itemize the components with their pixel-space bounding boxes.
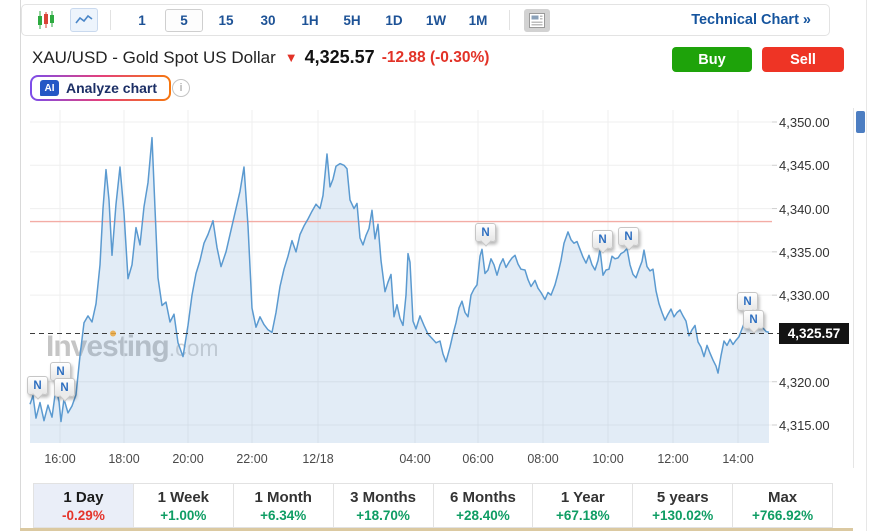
technical-chart-link[interactable]: Technical Chart » — [691, 12, 811, 28]
chart-toolbar: 1 5 15 30 1H 5H 1D 1W 1M Technical Chart » — [21, 4, 830, 36]
news-marker[interactable]: N — [618, 227, 639, 246]
investing-watermark: Investing.com — [46, 330, 219, 364]
y-axis-divider — [853, 108, 854, 468]
tab-label: Max — [767, 488, 798, 506]
x-axis-label: 14:00 — [722, 452, 754, 466]
tab-3-months[interactable]: 3 Months +18.70% — [333, 484, 434, 527]
tab-percent: +67.18% — [555, 507, 610, 523]
buy-button[interactable]: Buy — [672, 47, 752, 72]
line-chart-icon[interactable] — [70, 8, 98, 32]
timeframe-1d[interactable]: 1D — [385, 12, 403, 28]
news-layout-icon[interactable] — [524, 8, 550, 32]
tab-max[interactable]: Max +766.92% — [733, 484, 832, 527]
tab-percent: +18.70% — [356, 507, 410, 523]
widget-right-border — [866, 0, 867, 531]
tab-label: 5 years — [656, 488, 709, 506]
y-axis-label: 4,330.00 — [779, 288, 830, 304]
tab-percent: +1.00% — [160, 507, 207, 523]
tab-percent: +6.34% — [260, 507, 307, 523]
timeframe-1w[interactable]: 1W — [425, 12, 447, 28]
watermark-brand: Investing — [46, 330, 170, 363]
y-axis-label: 4,340.00 — [779, 201, 830, 217]
timeframe-15[interactable]: 15 — [218, 12, 234, 28]
tab-1-day[interactable]: 1 Day -0.29% — [34, 484, 134, 527]
tab-1-month[interactable]: 1 Month +6.34% — [233, 484, 334, 527]
price-change: -12.88 (-0.30%) — [381, 48, 490, 66]
timeframe-30[interactable]: 30 — [260, 12, 276, 28]
timeframe-5[interactable]: 5 — [165, 8, 203, 32]
news-marker[interactable]: N — [743, 310, 764, 329]
y-axis-label: 4,320.00 — [779, 374, 830, 390]
sell-button[interactable]: Sell — [762, 47, 844, 72]
x-axis-label: 12:00 — [657, 452, 689, 466]
timeframe-group: 1 5 15 30 1H 5H 1D 1W 1M — [123, 8, 497, 32]
x-axis-label: 22:00 — [236, 452, 268, 466]
x-axis-label: 16:00 — [44, 452, 76, 466]
instrument-header: XAU/USD - Gold Spot US Dollar ▼ 4,325.57… — [32, 47, 489, 68]
news-marker[interactable]: N — [54, 378, 75, 397]
bottom-accent-line — [20, 528, 853, 531]
tab-label: 1 Week — [157, 488, 210, 506]
news-marker[interactable]: N — [27, 376, 48, 395]
period-performance-tabs: 1 Day -0.29% 1 Week +1.00% 1 Month +6.34% 3 Mo… — [33, 483, 833, 528]
toolbar-divider — [509, 10, 510, 30]
timeframe-1h[interactable]: 1H — [301, 12, 319, 28]
info-icon[interactable]: i — [172, 79, 190, 97]
x-axis-label: 18:00 — [108, 452, 140, 466]
session-open-dot — [110, 330, 116, 337]
tab-percent: -0.29% — [62, 507, 105, 523]
widget-left-border — [20, 0, 21, 531]
timeframe-1[interactable]: 1 — [138, 12, 146, 28]
x-axis-label: 06:00 — [462, 452, 494, 466]
toolbar-divider — [110, 10, 111, 30]
x-axis-label: 08:00 — [527, 452, 559, 466]
timeframe-5h[interactable]: 5H — [343, 12, 361, 28]
tab-label: 1 Year — [560, 488, 605, 506]
y-axis-label: 4,315.00 — [779, 418, 830, 433]
symbol-title: XAU/USD - Gold Spot US Dollar — [32, 47, 276, 67]
timeframe-1m[interactable]: 1M — [468, 12, 488, 28]
tab-percent: +28.40% — [456, 507, 510, 523]
ai-analyze-chart-button[interactable]: AI Analyze chart — [30, 75, 172, 101]
ai-analyze-label: Analyze chart — [66, 80, 158, 96]
tab-percent: +766.92% — [751, 507, 814, 523]
tab-1-year[interactable]: 1 Year +67.18% — [533, 484, 634, 527]
scrollbar-thumb[interactable] — [856, 111, 865, 133]
y-axis-label: 4,335.00 — [779, 244, 830, 260]
area-fill — [30, 137, 769, 443]
candlestick-chart-icon[interactable] — [36, 10, 56, 30]
tab-label: 1 Day — [63, 488, 104, 506]
tab-6-months[interactable]: 6 Months +28.40% — [433, 484, 534, 527]
tab-label: 6 Months — [450, 488, 516, 506]
x-axis-label: 20:00 — [172, 452, 204, 466]
price-line — [29, 136, 770, 423]
news-marker[interactable]: N — [475, 223, 496, 242]
current-price-tag: 4,325.57 — [779, 322, 849, 344]
ai-badge-icon: AI — [40, 80, 59, 96]
news-marker[interactable]: N — [592, 230, 613, 249]
news-marker[interactable]: N — [737, 292, 758, 311]
tab-5-years[interactable]: 5 years +130.02% — [633, 484, 734, 527]
x-axis-label: 04:00 — [399, 452, 431, 466]
y-axis-label: 4,345.00 — [779, 158, 830, 174]
x-axis-label: 12/18 — [302, 452, 334, 466]
tab-percent: +130.02% — [652, 507, 714, 523]
x-axis-label: 10:00 — [592, 452, 624, 466]
y-axis-label: 4,350.00 — [779, 115, 830, 130]
ai-analyze-inner: AI Analyze chart — [32, 77, 170, 99]
price-down-arrow-icon: ▼ — [284, 50, 298, 65]
tab-label: 1 Month — [254, 488, 312, 506]
last-price: 4,325.57 — [304, 47, 375, 67]
tab-label: 3 Months — [350, 488, 416, 506]
tab-1-week[interactable]: 1 Week +1.00% — [133, 484, 234, 527]
